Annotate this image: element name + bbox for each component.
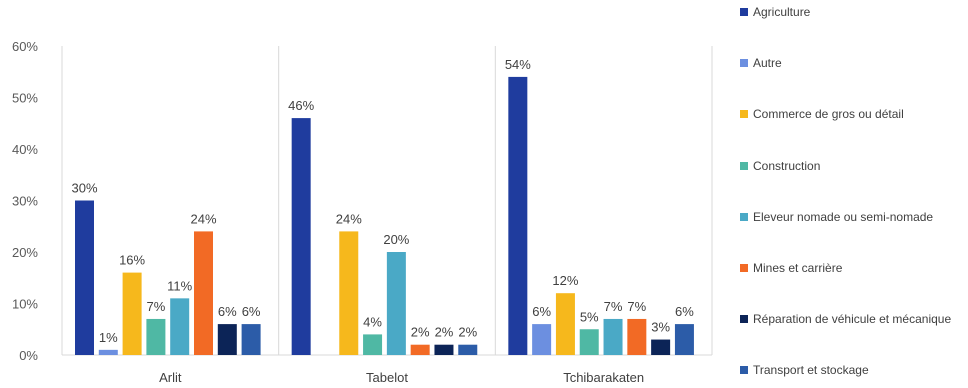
- bar: [170, 298, 190, 355]
- data-label: 7%: [604, 299, 623, 314]
- bar: [122, 272, 142, 355]
- data-label: 6%: [242, 304, 261, 319]
- category-separators: [61, 46, 713, 355]
- x-axis: Arlit Tabelot Tchibarakaten: [159, 370, 644, 385]
- bar: [363, 334, 383, 355]
- bar: [75, 200, 94, 355]
- legend-swatch: [740, 366, 748, 375]
- data-label: 2%: [435, 325, 454, 340]
- legend-label: Autre: [753, 56, 782, 71]
- legend-swatch: [740, 8, 748, 16]
- bar: [146, 318, 166, 355]
- bar: [579, 329, 599, 355]
- legend-item: Réparation de véhicule et mécanique: [740, 311, 951, 327]
- bar: [194, 231, 213, 355]
- data-label: 2%: [458, 325, 477, 340]
- legend-swatch: [740, 315, 748, 324]
- data-label: 30%: [71, 181, 97, 196]
- legend-label: Construction: [753, 158, 821, 173]
- legend-swatch: [740, 161, 748, 170]
- data-label: 7%: [147, 299, 166, 314]
- y-tick-label: 60%: [12, 39, 38, 54]
- category-label: Arlit: [159, 370, 182, 385]
- data-label: 11%: [167, 278, 192, 293]
- legend-item: Agriculture: [740, 4, 810, 20]
- legend-item: Construction: [740, 158, 820, 174]
- bar: [386, 252, 406, 355]
- data-label: 12%: [552, 273, 578, 288]
- bar: [339, 231, 359, 355]
- data-label: 24%: [336, 211, 362, 226]
- legend-item: Commerce de gros ou détail: [740, 106, 904, 122]
- legend-label: Mines et carrière: [753, 261, 843, 275]
- bar: [627, 318, 647, 355]
- bar: [291, 118, 311, 355]
- category-label: Tabelot: [366, 370, 408, 385]
- data-label: 1%: [99, 330, 118, 345]
- legend-label: Réparation de véhicule et mécanique: [753, 312, 952, 327]
- bar: [508, 76, 528, 356]
- bar: [410, 344, 430, 355]
- bar: [458, 344, 478, 355]
- legend-item: Eleveur nomade ou semi-nomade: [740, 209, 933, 225]
- legend-item: Mines et carrière: [740, 260, 842, 276]
- y-tick-label: 30%: [12, 194, 38, 209]
- bar: [434, 344, 454, 355]
- legend-swatch: [740, 212, 748, 221]
- data-label: 6%: [218, 304, 237, 319]
- data-label: 2%: [411, 325, 430, 340]
- category-label: Tchibarakaten: [563, 370, 644, 385]
- legend-item: Autre: [740, 55, 782, 71]
- legend-swatch: [740, 264, 748, 272]
- bar: [98, 349, 118, 355]
- y-tick-label: 0%: [19, 348, 38, 363]
- data-labels: 30%1%16%7%11%24%6% 6%46%24%4%20%2% 2% 2%54%…: [71, 57, 694, 345]
- data-label: 6%: [675, 304, 694, 319]
- data-label: 24%: [190, 211, 216, 226]
- data-label: 46%: [288, 98, 314, 113]
- data-label: 4%: [363, 314, 382, 329]
- legend-label: Transport et stockage: [753, 363, 869, 378]
- bar: [603, 318, 623, 355]
- data-label: 16%: [119, 253, 145, 268]
- y-tick-label: 40%: [12, 142, 38, 157]
- legend-label: Eleveur nomade ou semi-nomade: [753, 209, 934, 224]
- bar: [674, 324, 694, 355]
- data-label: 3%: [651, 320, 670, 335]
- data-label: 5%: [580, 309, 599, 324]
- y-tick-label: 20%: [12, 245, 38, 260]
- bar: [532, 324, 552, 355]
- bars: [75, 76, 694, 356]
- data-label: 6%: [532, 304, 551, 319]
- bar: [555, 293, 575, 355]
- bar: [651, 339, 671, 355]
- bar: [217, 324, 237, 355]
- data-label: 20%: [383, 232, 409, 247]
- bar: [241, 324, 261, 355]
- y-tick-label: 10%: [12, 297, 38, 312]
- legend-label: Commerce de gros ou détail: [753, 107, 904, 122]
- legend-item: Transport et stockage: [740, 362, 869, 378]
- legend-swatch: [740, 59, 748, 68]
- legend-label: Agriculture: [753, 5, 811, 19]
- data-label: 7%: [627, 299, 646, 314]
- y-tick-label: 50%: [12, 91, 38, 106]
- legend-swatch: [740, 110, 748, 119]
- y-axis: 0% 10% 20% 30% 40% 50% 60%: [12, 39, 712, 363]
- data-label: 54%: [505, 57, 531, 72]
